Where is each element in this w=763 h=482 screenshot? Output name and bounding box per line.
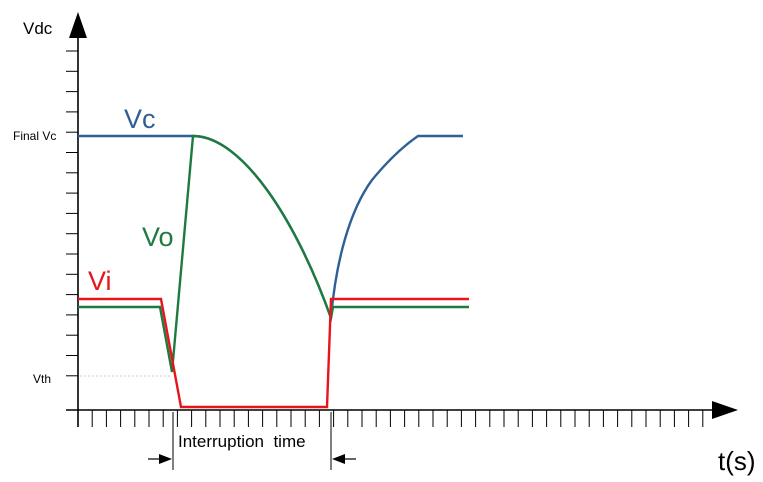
x-axis-ticks	[77, 410, 704, 427]
vth-tick-label: Vth	[33, 372, 51, 386]
y-axis-ticks	[66, 50, 78, 377]
vo-curve	[78, 134, 469, 373]
vc-label: Vc	[124, 104, 156, 134]
interruption-time-label: Interruption time	[178, 432, 306, 451]
vi-curve	[78, 297, 469, 409]
x-axis-arrowhead	[712, 401, 738, 419]
vo-label: Vo	[142, 222, 174, 252]
y-axis-label: Vdc	[23, 19, 53, 38]
final-vc-tick-label: Final Vc	[13, 129, 56, 143]
y-axis-arrowhead	[69, 12, 87, 38]
interval-right-arrowhead	[332, 454, 345, 464]
x-axis-label: t(s)	[718, 446, 756, 476]
vc-curve	[78, 134, 463, 319]
interval-left-arrowhead	[159, 454, 172, 464]
vi-label: Vi	[88, 266, 112, 296]
